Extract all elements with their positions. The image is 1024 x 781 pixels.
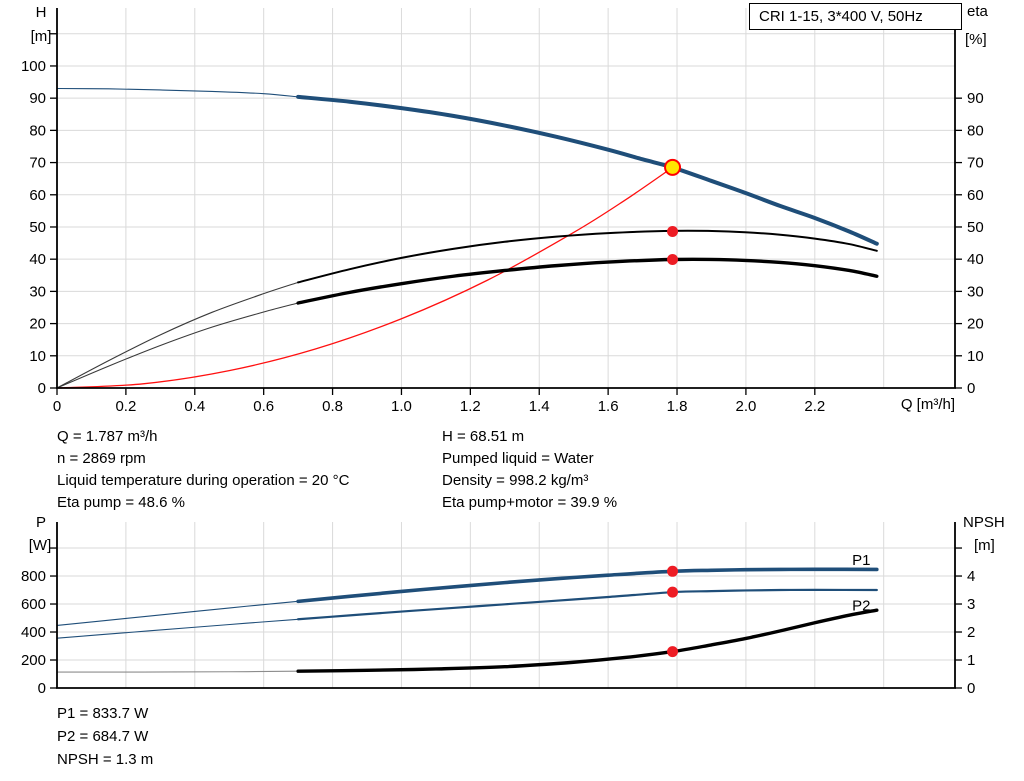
system-curve [56,166,674,389]
svg-text:60: 60 [967,187,984,204]
npsh-curve-thin [56,670,299,673]
annotation-flow: Q = 1.787 m³/h [57,428,158,445]
svg-text:40: 40 [29,251,46,268]
pump-model-title: CRI 1-15, 3*400 V, 50Hz [749,3,962,30]
svg-text:50: 50 [967,219,984,236]
svg-text:1.4: 1.4 [529,398,550,415]
power-npsh-chart: 0 200 400 600 800 0 1 2 3 4 P1 P2 [21,522,975,697]
p2-curve [297,588,878,621]
svg-text:0: 0 [38,380,46,397]
npsh-axis-title: NPSH [963,514,1005,531]
svg-text:1: 1 [967,652,975,669]
annotation-eta-pump: Eta pump = 48.6 % [57,494,185,511]
svg-text:200: 200 [21,652,46,669]
q-axis-title: Q [m³/h] [900,396,955,413]
svg-text:20: 20 [29,316,46,333]
svg-text:3: 3 [967,596,975,613]
npsh-axis-unit: [m] [974,537,995,554]
svg-text:70: 70 [29,155,46,172]
hq-curve [296,94,879,246]
svg-text:90: 90 [29,90,46,107]
svg-text:2.0: 2.0 [735,398,756,415]
svg-text:80: 80 [967,122,984,139]
svg-text:800: 800 [21,568,46,585]
svg-text:1.2: 1.2 [460,398,481,415]
svg-text:1.8: 1.8 [667,398,688,415]
eta-axis-title: eta [967,3,988,20]
annotation-liquid: Pumped liquid = Water [442,450,594,467]
duty-annotations-right: H = 68.51 m Pumped liquid = Water Densit… [442,426,617,514]
svg-text:20: 20 [967,316,984,333]
annotation-head: H = 68.51 m [442,428,525,445]
npsh-curve [296,608,879,673]
svg-text:0: 0 [38,680,46,697]
svg-text:2.2: 2.2 [804,398,825,415]
svg-text:90: 90 [967,90,984,107]
svg-text:100: 100 [21,58,46,75]
eta-pump-motor-curve-thin [56,302,299,389]
annotation-npsh: NPSH = 1.3 m [57,751,154,768]
axes [56,8,956,389]
p1-dot [667,565,679,577]
hq-curve-thin [56,87,299,98]
svg-text:1.6: 1.6 [598,398,619,415]
annotation-density: Density = 998.2 kg/m³ [442,472,589,489]
svg-text:0.8: 0.8 [322,398,343,415]
curve-label-p2: P2 [852,598,870,615]
svg-text:0: 0 [53,398,61,415]
svg-text:80: 80 [29,122,46,139]
p1-curve-thin [56,600,299,626]
svg-text:0: 0 [967,680,975,697]
annotation-p1: P1 = 833.7 W [57,705,149,722]
svg-text:70: 70 [967,155,984,172]
power-annotations: P1 = 833.7 W P2 = 684.7 W NPSH = 1.3 m [57,702,153,771]
gridlines [57,522,955,688]
qh-eta-chart: 0 10 20 30 40 50 60 70 80 90 100 0 10 20 30 40 50 60 70 80 9… [21,8,984,415]
tick-labels: 0 10 20 30 40 50 60 70 80 90 100 0 10 20 30 40 50 60 70 80 9… [21,33,984,415]
annotation-speed: n = 2869 rpm [57,450,146,467]
eta-pump-dot [667,225,679,237]
svg-text:50: 50 [29,219,46,236]
svg-text:0.4: 0.4 [184,398,205,415]
h-axis-unit: [m] [30,28,52,45]
eta-pump-motor-curve [296,257,879,305]
svg-text:600: 600 [21,596,46,613]
annotation-temperature: Liquid temperature during operation = 20… [57,472,350,489]
svg-text:30: 30 [29,283,46,300]
gridlines [57,8,955,388]
tick-labels: 0 200 400 600 800 0 1 2 3 4 [21,547,975,697]
eta-pump-curve-thin [56,281,299,389]
svg-text:400: 400 [21,624,46,641]
eta-axis-unit: [%] [965,31,987,48]
p-axis-title: P [35,514,46,531]
p2-curve-thin [56,618,299,639]
svg-text:60: 60 [29,187,46,204]
p-axis-unit: [W] [28,537,52,554]
svg-text:4: 4 [967,568,975,585]
eta-pump-motor-dot [667,254,679,266]
annotation-p2: P2 = 684.7 W [57,728,149,745]
svg-text:40: 40 [967,251,984,268]
svg-text:0.2: 0.2 [115,398,136,415]
svg-text:2: 2 [967,624,975,641]
curve-label-p1: P1 [852,552,870,569]
npsh-dot [667,646,679,658]
svg-text:10: 10 [967,348,984,365]
h-axis-title: H [35,4,47,21]
duty-point-marker [664,158,682,176]
svg-text:1.0: 1.0 [391,398,412,415]
eta-pump-curve [297,229,878,284]
svg-text:0: 0 [967,380,975,397]
p1-curve [296,567,879,604]
duty-annotations-left: Q = 1.787 m³/h n = 2869 rpm Liquid tempe… [57,426,349,514]
svg-text:30: 30 [967,283,984,300]
svg-text:10: 10 [29,348,46,365]
annotation-eta-pump-motor: Eta pump+motor = 39.9 % [442,494,618,511]
p2-dot [667,586,679,598]
svg-text:0.6: 0.6 [253,398,274,415]
